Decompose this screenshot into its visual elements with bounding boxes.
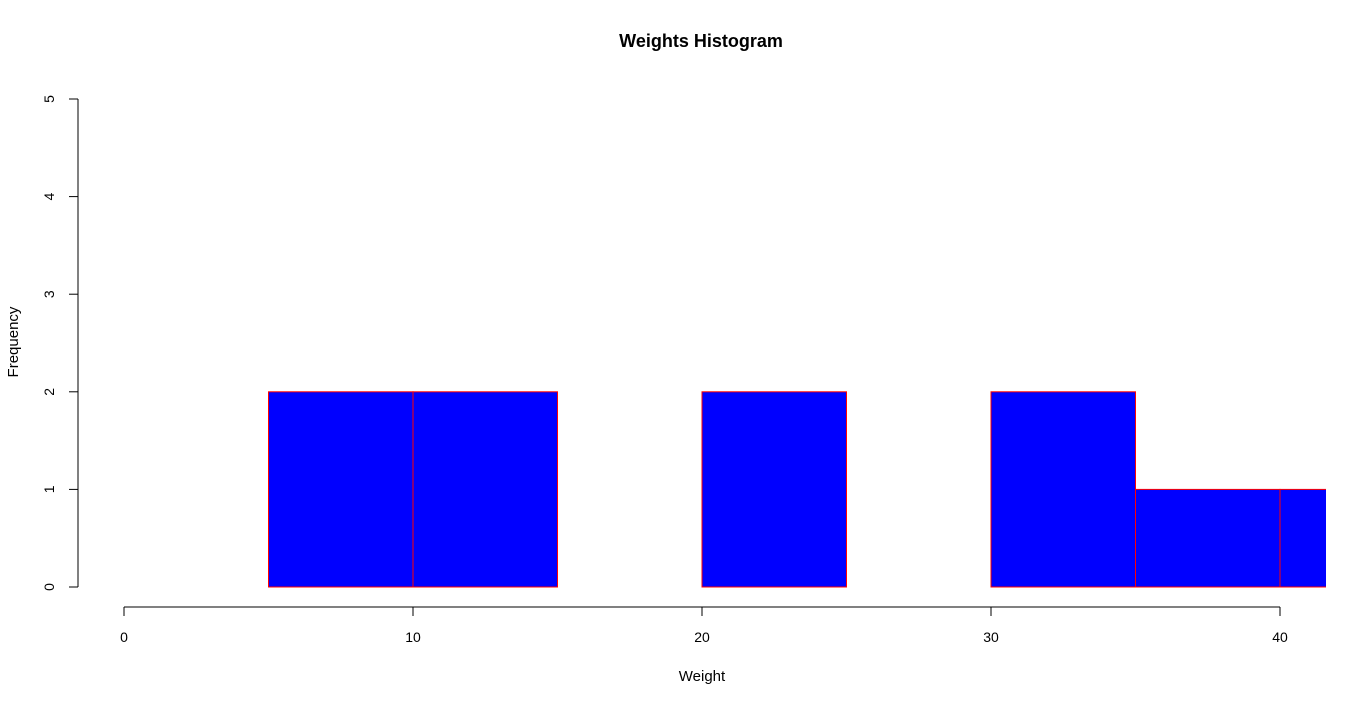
x-axis: 0 10 20 30 40: [120, 606, 1288, 645]
chart-title: Weights Histogram: [619, 31, 783, 51]
x-axis-label: Weight: [679, 668, 726, 685]
histogram-bar-0: [268, 391, 414, 588]
y-axis-label: Frequency: [5, 306, 22, 377]
histogram-bar-1: [412, 391, 558, 588]
x-tick-label-30: 30: [983, 629, 999, 645]
x-tick-label-10: 10: [405, 629, 421, 645]
x-tick-label-0: 0: [120, 629, 128, 645]
y-tick-label-0: 0: [41, 583, 57, 591]
y-tick-label-2: 2: [41, 388, 57, 396]
y-tick-label-4: 4: [41, 192, 57, 200]
histogram-bar-3: [701, 391, 847, 588]
y-tick-label-3: 3: [41, 290, 57, 298]
y-tick-label-1: 1: [41, 485, 57, 493]
histogram-bar-5: [990, 391, 1136, 588]
histogram-bar-6: [1135, 488, 1281, 588]
x-tick-label-40: 40: [1272, 629, 1288, 645]
y-axis: 0 1 2 3 4 5: [41, 95, 79, 591]
bars-group: [268, 391, 1326, 588]
x-tick-label-20: 20: [694, 629, 710, 645]
y-tick-label-5: 5: [41, 95, 57, 103]
histogram-bar-7: [1279, 488, 1326, 588]
